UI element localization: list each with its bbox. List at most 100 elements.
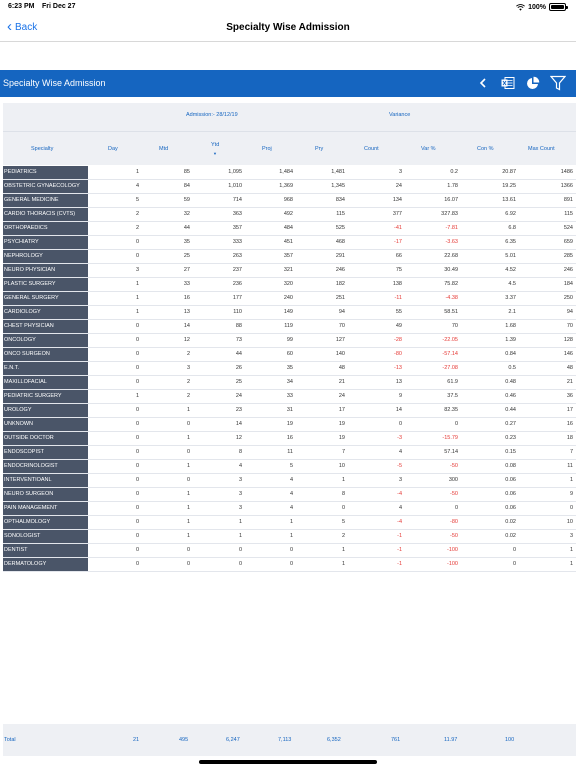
row-con-pct: 4.52 [505,267,516,273]
row-count: -28 [394,337,402,343]
row-day: 0 [135,351,139,357]
row-max-count: 36 [566,393,573,399]
row-count: -4 [397,491,402,497]
row-count: 13 [395,379,402,385]
table-row[interactable]: GENERAL SURGERY 1 16 177 240 251 -11 -4.38 3.37 2… [3,292,576,306]
row-specialty: UROLOGY [3,404,88,417]
total-var-pct: 11.97 [444,737,458,743]
table-row[interactable]: PAIN MANAGEMENT 0 1 3 4 0 4 0 0.06 0 [3,502,576,516]
table-row[interactable]: ONCOLOGY 0 12 73 99 127 -28 -22.05 1.39 128 [3,334,576,348]
table-row[interactable]: MAXILLOFACIAL 0 2 25 34 21 13 61.9 0.48 21 [3,376,576,390]
variance-header: Variance [389,112,411,118]
row-specialty: PAIN MANAGEMENT [3,502,88,515]
table-row[interactable]: INTERVENTIOANL 0 0 3 4 1 3 300 0.06 1 [3,474,576,488]
table-row[interactable]: OBSTETRIC GYNAECOLOGY 4 84 1,010 1,369 1,345 2… [3,180,576,194]
table-row[interactable]: CARDIO THORACIS (CVTS) 2 32 363 492 115 377 327… [3,208,576,222]
table-row[interactable]: SONOLOGIST 0 1 1 1 2 -1 -50 0.02 3 [3,530,576,544]
table-row[interactable]: ENDOSCOPIST 0 0 8 11 7 4 57.14 0.15 7 [3,446,576,460]
table-row[interactable]: NEPHROLOGY 0 25 263 357 291 66 22.68 5.01 285 [3,250,576,264]
table-row[interactable]: PEDIATRICS 1 85 1,095 1,484 1,481 3 0.2 20.87 148… [3,166,576,180]
excel-export-button[interactable] [500,75,516,91]
row-pry: 1 [341,477,345,483]
col-ytd[interactable]: Ytd [211,142,220,148]
row-mtd: 13 [183,309,190,315]
row-max-count: 659 [563,239,573,245]
row-ytd: 110 [233,309,242,315]
table-row[interactable]: UNKNOWN 0 0 14 19 19 0 0 0.27 16 [3,418,576,432]
row-proj: 4 [289,505,293,511]
col-max-count[interactable]: Max Count [528,146,555,152]
row-var-pct: 30.49 [444,267,458,273]
row-ytd: 1 [238,519,242,525]
row-specialty: ENDOCRINOLOGIST [3,460,88,473]
row-ytd: 333 [232,239,242,245]
row-max-count: 524 [563,225,573,231]
row-day: 0 [135,365,139,371]
table-row[interactable]: CHEST PHYSICIAN 0 14 88 119 70 49 70 1.68 70 [3,320,576,334]
row-con-pct: 0.5 [508,365,516,371]
row-var-pct: -100 [446,561,458,567]
row-max-count: 94 [566,309,573,315]
col-pry[interactable]: Pry [315,146,324,152]
table-row[interactable]: GENERAL MEDICINE 5 59 714 968 834 134 16.07 13.6… [3,194,576,208]
previous-button[interactable] [475,75,491,91]
table-row[interactable]: PLASTIC SURGERY 1 33 236 320 182 138 75.82 4.5 18… [3,278,576,292]
row-proj: 357 [283,253,293,259]
back-button[interactable]: ‹ Back [7,19,37,34]
col-proj[interactable]: Proj [262,146,272,152]
table-row[interactable]: DENTIST 0 0 0 0 1 -1 -100 0 1 [3,544,576,558]
row-ytd: 714 [232,197,242,203]
total-con-pct: 100 [505,737,515,743]
col-con-pct[interactable]: Con % [477,146,494,152]
row-day: 0 [135,421,139,427]
row-var-pct: -50 [450,463,458,469]
row-mtd: 0 [186,449,190,455]
row-proj: 119 [284,323,293,329]
totals-row: Total 21 495 6,247 7,113 6,352 761 11.97… [3,724,576,756]
table-row[interactable]: ORTHOPAEDICS 2 44 357 484 525 -41 -7.81 6.8 524 [3,222,576,236]
row-proj: 320 [283,281,293,287]
row-var-pct: 70 [451,323,458,329]
table-row[interactable]: NEURO SURGEON 0 1 3 4 8 -4 -50 0.06 9 [3,488,576,502]
table-row[interactable]: PSYCHIATRY 0 35 333 451 468 -17 -3.63 6.35 659 [3,236,576,250]
col-var-pct[interactable]: Var % [421,146,436,152]
row-day: 5 [135,197,139,203]
table-row[interactable]: ONCO SURGEON 0 2 44 60 140 -80 -57.14 0.84 146 [3,348,576,362]
col-specialty[interactable]: Specialty [31,146,54,152]
row-con-pct: 2.1 [508,309,516,315]
row-count: -4 [397,519,402,525]
row-count: -1 [397,561,402,567]
col-day[interactable]: Day [108,146,118,152]
table-row[interactable]: DERMATOLOGY 0 0 0 0 1 -1 -100 0 1 [3,558,576,572]
row-count: 377 [392,211,402,217]
col-mtd[interactable]: Mtd [159,146,169,152]
wifi-icon [516,3,526,11]
row-var-pct: -4.38 [445,295,458,301]
row-mtd: 14 [183,323,190,329]
chart-view-button[interactable] [525,75,541,91]
row-pry: 19 [338,435,345,441]
table-row[interactable]: UROLOGY 0 1 23 31 17 14 82.35 0.44 17 [3,404,576,418]
col-count[interactable]: Count [364,146,379,152]
row-var-pct: -7.81 [445,225,458,231]
table-row[interactable]: CARDIOLOGY 1 13 110 149 94 55 58.51 2.1 94 [3,306,576,320]
table-row[interactable]: OPTHALMOLOGY 0 1 1 1 5 -4 -80 0.02 10 [3,516,576,530]
row-proj: 1,484 [279,169,293,175]
row-mtd: 1 [186,533,190,539]
filter-button[interactable] [550,75,566,91]
table-row[interactable]: NEURO PHYSICIAN 3 27 237 321 246 75 30.49 4.52 24… [3,264,576,278]
row-pry: 1 [341,547,345,553]
group-header-row: Admission:- 28/12/19 Variance [3,103,576,131]
row-var-pct: -57.14 [442,351,458,357]
row-mtd: 2 [186,379,190,385]
table-row[interactable]: PEDIATRIC SURGERY 1 2 24 33 24 9 37.5 0.46 36 [3,390,576,404]
table-row[interactable]: OUTSIDE DOCTOR 0 1 12 16 19 -3 -15.79 0.23 18 [3,432,576,446]
row-max-count: 1486 [560,169,573,175]
row-count: 0 [398,421,402,427]
row-pry: 0 [341,505,345,511]
table-row[interactable]: E.N.T. 0 3 26 35 48 -13 -27.08 0.5 48 [3,362,576,376]
table-row[interactable]: ENDOCRINOLOGIST 0 1 4 5 10 -5 -50 0.08 11 [3,460,576,474]
row-day: 1 [135,393,139,399]
row-mtd: 0 [186,547,190,553]
row-proj: 31 [286,407,293,413]
